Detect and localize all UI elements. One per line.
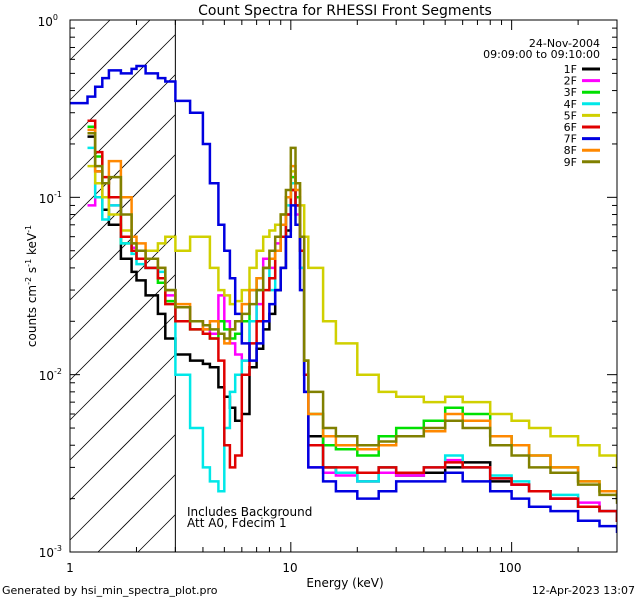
generated-by-label: Generated by hsi_min_spectra_plot.pro bbox=[2, 584, 218, 597]
observation-time-range: 09:09:00 to 09:10:00 bbox=[483, 48, 600, 61]
series-line-4F bbox=[87, 146, 617, 518]
y-tick-label-1e0: 100 bbox=[38, 13, 58, 29]
series-line-2F bbox=[87, 182, 617, 518]
series-line-8F bbox=[87, 128, 617, 500]
x-tick-label-10: 10 bbox=[282, 561, 297, 575]
y-axis-ticks bbox=[70, 19, 617, 553]
hatched-region bbox=[69, 19, 176, 553]
timestamp-label: 12-Apr-2023 13:07 bbox=[531, 584, 635, 597]
note-background: Includes Background bbox=[187, 505, 312, 519]
hatch-line bbox=[69, 234, 176, 341]
legend-label-6F: 6F bbox=[564, 121, 577, 134]
legend-label-4F: 4F bbox=[564, 98, 577, 111]
x-tick-label-1: 1 bbox=[66, 561, 74, 575]
hatch-line bbox=[69, 354, 176, 461]
hatch-line bbox=[69, 394, 176, 501]
chart-title: Count Spectra for RHESSI Front Segments bbox=[198, 3, 492, 19]
series-line-5F bbox=[87, 164, 617, 469]
hatch-line bbox=[69, 19, 111, 61]
plot-frame bbox=[69, 19, 618, 553]
y-tick-label-1e-1: 10-1 bbox=[39, 190, 62, 206]
x-axis-ticks bbox=[69, 20, 618, 552]
series-line-9F bbox=[87, 131, 617, 504]
legend-label-3F: 3F bbox=[564, 86, 577, 99]
observation-date: 24-Nov-2004 bbox=[529, 37, 600, 50]
y-axis-label: counts cm-2 s-1 keV-1 bbox=[24, 225, 39, 347]
x-axis-tick-labels: 1 10 100 bbox=[66, 561, 521, 575]
y-tick-label-1e-2: 10-2 bbox=[39, 367, 62, 383]
legend-label-1F: 1F bbox=[564, 63, 577, 76]
y-tick-label-1e-3: 10-3 bbox=[39, 544, 62, 560]
legend-label-7F: 7F bbox=[564, 133, 577, 146]
hatch-line bbox=[137, 514, 176, 553]
series-line-1F bbox=[87, 135, 617, 523]
legend-label-5F: 5F bbox=[564, 109, 577, 122]
note-attenuator: Att A0, Fdecim 1 bbox=[187, 516, 287, 530]
legend-label-9F: 9F bbox=[564, 156, 577, 169]
hatch-line bbox=[69, 34, 176, 141]
hatch-line bbox=[97, 474, 176, 553]
hatch-line bbox=[69, 434, 176, 541]
hatch-line bbox=[69, 314, 176, 421]
y-axis-tick-labels: 100 10-1 10-2 10-3 bbox=[38, 13, 62, 560]
hatch-line bbox=[69, 74, 176, 181]
legend-label-2F: 2F bbox=[564, 75, 577, 88]
series-line-6F bbox=[87, 119, 617, 523]
x-axis-label: Energy (keV) bbox=[306, 576, 383, 590]
hatch-line bbox=[69, 274, 176, 381]
series-line-7F bbox=[70, 64, 617, 534]
hatch-line bbox=[69, 114, 176, 221]
hatch-line bbox=[69, 19, 151, 101]
legend-label-8F: 8F bbox=[564, 144, 577, 157]
hatch-line bbox=[69, 194, 176, 301]
x-tick-label-100: 100 bbox=[499, 561, 522, 575]
series-layer bbox=[70, 64, 617, 534]
hatch-line bbox=[69, 154, 176, 261]
